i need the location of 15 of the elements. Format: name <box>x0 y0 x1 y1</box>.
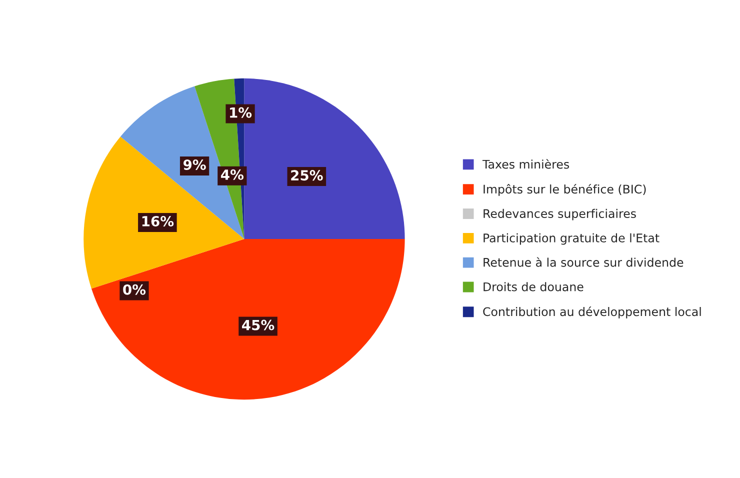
legend-label: Impôts sur le bénéfice (BIC) <box>484 184 646 196</box>
legend-label: Taxes minières <box>482 159 570 169</box>
legend-label: Retenue à la source sur dividende <box>484 257 684 267</box>
data-label: 45% <box>242 320 274 330</box>
legend-label: Contribution au développement local <box>483 306 701 318</box>
data-label: 16% <box>142 216 174 226</box>
data-label: 25% <box>291 170 323 181</box>
legend-label: Participation gratuite de l'Etat <box>484 233 660 245</box>
text: 0% <box>123 284 146 295</box>
data-label: 4% <box>220 169 244 180</box>
data-label: 1% <box>230 107 252 118</box>
legend-label: Redevances superficiaires <box>484 208 636 220</box>
data-label: 9% <box>183 159 206 170</box>
pie-slice <box>91 239 405 400</box>
legend-label: Droits de douane <box>484 282 584 292</box>
